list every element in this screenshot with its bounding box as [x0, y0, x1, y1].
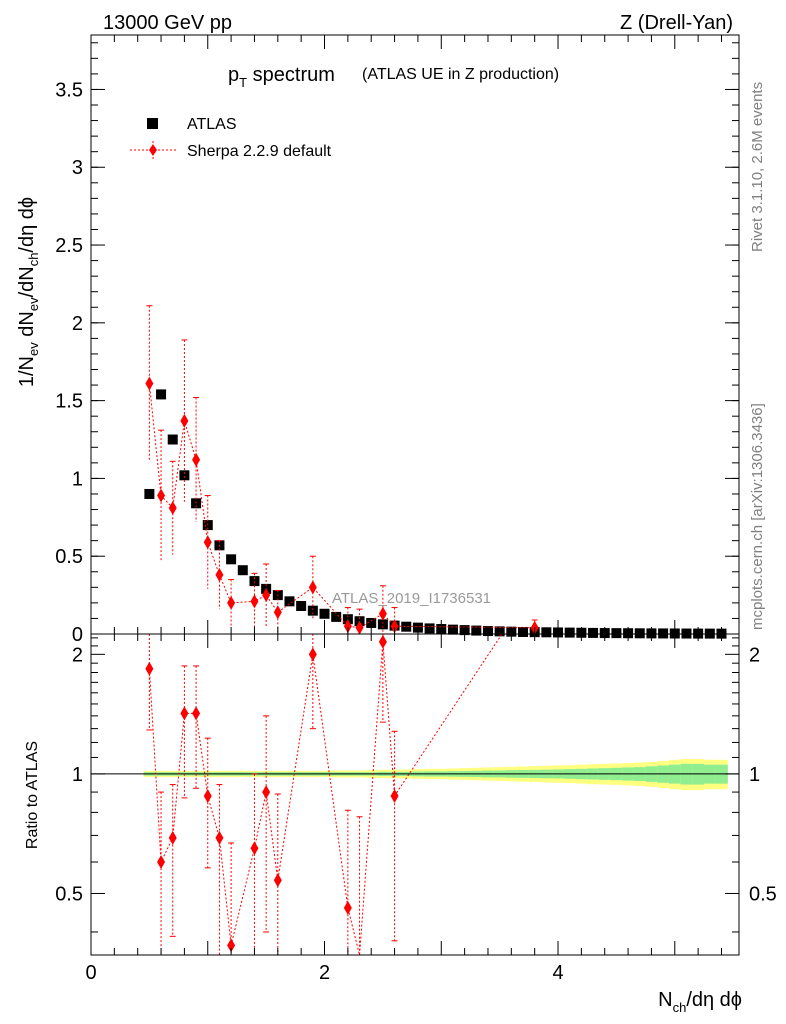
y-tick-label: 2: [72, 313, 83, 335]
plot-title-suffix: (ATLAS UE in Z production): [362, 66, 559, 83]
ratio-tick-label-left: 1: [72, 764, 83, 786]
y-tick-label: 0: [72, 624, 83, 646]
atlas-point: [658, 628, 669, 639]
sherpa-ratio-point: [227, 938, 236, 953]
analysis-watermark: ATLAS_2019_I1736531: [332, 590, 491, 607]
atlas-point: [249, 576, 260, 587]
x-axis-label: Nch/dη dϕ: [658, 989, 742, 1015]
sherpa-point: [157, 488, 166, 503]
energy-label: 13000 GeV pp: [103, 12, 232, 34]
atlas-point: [331, 611, 342, 622]
atlas-point: [167, 434, 178, 445]
atlas-point: [366, 617, 377, 628]
atlas-point: [564, 627, 575, 638]
atlas-point: [401, 621, 412, 632]
atlas-point: [634, 628, 645, 639]
sherpa-point: [355, 620, 364, 635]
ratio-tick-label-right: 0.5: [749, 883, 777, 905]
atlas-point: [611, 628, 622, 639]
sherpa-ratio-point: [157, 855, 166, 870]
sherpa-ratio-point: [343, 900, 352, 915]
legend-atlas-label: ATLAS: [187, 116, 237, 133]
y-tick-label: 1: [72, 468, 83, 490]
sherpa-point: [145, 376, 154, 391]
x-tick-label: 0: [85, 962, 96, 984]
legend: ATLAS Sherpa 2.2.9 default: [130, 116, 332, 160]
sherpa-point: [168, 500, 177, 515]
process-label: Z (Drell-Yan): [620, 12, 733, 34]
ratio-y-axis-label: Ratio to ATLAS: [24, 741, 41, 849]
sherpa-ratio-point: [273, 873, 282, 888]
atlas-point: [447, 624, 458, 635]
atlas-point: [284, 596, 295, 607]
main-plot-area: [144, 305, 727, 639]
sherpa-point: [180, 413, 189, 428]
ratio-tick-label-left: 0.5: [55, 883, 83, 905]
atlas-point: [144, 488, 155, 499]
y-tick-label: 3: [72, 157, 83, 179]
sherpa-ratio-point: [192, 706, 201, 721]
axes: 00.511.522.533.50 2 40.5 0.51 12 2: [55, 35, 777, 984]
sherpa-point: [192, 452, 201, 467]
sherpa-ratio-line: [148, 633, 503, 956]
sherpa-ratio-point: [250, 841, 259, 856]
sherpa-ratio-point: [168, 830, 177, 845]
sherpa-point: [262, 588, 271, 603]
sherpa-point: [273, 605, 282, 620]
sherpa-point: [308, 580, 317, 595]
sherpa-point: [227, 595, 236, 610]
sherpa-point: [215, 567, 224, 582]
atlas-point: [307, 605, 318, 616]
atlas-point: [179, 470, 190, 481]
atlas-point: [342, 614, 353, 625]
atlas-point: [424, 623, 435, 634]
sherpa-ratio-point: [145, 661, 154, 676]
sherpa-ratio-point: [390, 788, 399, 803]
ratio-tick-label-left: 2: [72, 644, 83, 666]
sherpa-point: [203, 535, 212, 550]
sherpa-ratio-point: [215, 830, 224, 845]
sherpa-point: [390, 619, 399, 634]
sherpa-point: [343, 619, 352, 634]
sherpa-ratio-point: [262, 785, 271, 800]
atlas-point: [494, 626, 505, 637]
ratio-tick-label-right: 2: [749, 644, 760, 666]
atlas-point: [541, 627, 552, 638]
y-tick-label: 1.5: [55, 391, 83, 413]
sherpa-point: [250, 594, 259, 609]
atlas-point: [156, 389, 167, 400]
sherpa-ratio-point: [378, 634, 387, 649]
mcplots-label: mcplots.cern.ch [arXiv:1306.3436]: [749, 403, 766, 630]
atlas-point: [319, 608, 330, 619]
atlas-point: [518, 626, 528, 637]
y-tick-label: 3.5: [55, 79, 83, 101]
sherpa-ratio-point: [203, 788, 212, 803]
y-tick-label: 0.5: [55, 546, 83, 568]
atlas-point: [237, 565, 248, 576]
atlas-point: [588, 627, 599, 638]
atlas-point: [377, 619, 388, 630]
ratio-frame: [90, 633, 740, 956]
atlas-point: [471, 625, 482, 636]
ratio-plot-area: [91, 633, 739, 956]
sherpa-ratio-point: [180, 706, 189, 721]
legend-sherpa-label: Sherpa 2.2.9 default: [187, 143, 332, 160]
y-tick-label: 2.5: [55, 235, 83, 257]
x-tick-label: 2: [319, 962, 330, 984]
rivet-label: Rivet 3.1.10, 2.6M events: [749, 82, 766, 252]
legend-sherpa-marker: [149, 144, 157, 156]
plot-title: pT spectrum: [228, 64, 335, 90]
y-axis-label: 1/Nev dNev/dNch/dη dϕ: [16, 197, 41, 387]
x-tick-label: 4: [552, 962, 563, 984]
sherpa-point: [378, 606, 387, 621]
atlas-point: [296, 600, 307, 611]
atlas-point: [226, 554, 237, 565]
ratio-tick-label-right: 1: [749, 764, 760, 786]
legend-atlas-marker: [147, 118, 158, 129]
sherpa-ratio-point: [308, 647, 317, 662]
